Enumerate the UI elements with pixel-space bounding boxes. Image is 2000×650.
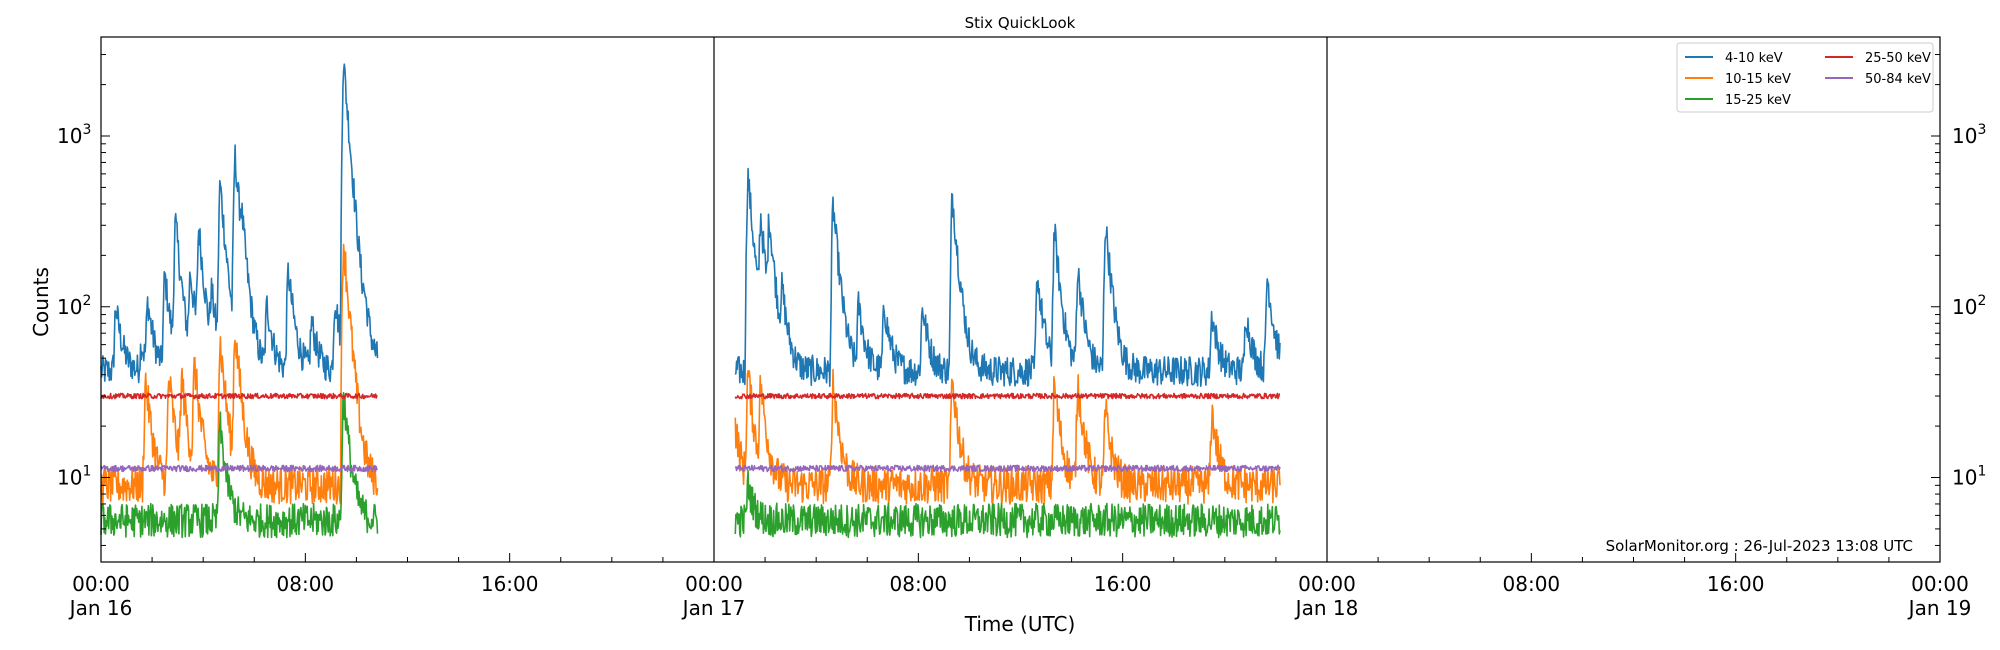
y-tick-label: 101 (1952, 464, 1986, 490)
x-tick-date-label: Jan 19 (1907, 596, 1972, 620)
series-line (100, 63, 379, 384)
x-tick-label: 00:00 (1911, 572, 1969, 596)
chart-title: Stix QuickLook (965, 14, 1076, 32)
x-tick-label: 00:00 (72, 572, 130, 596)
series-line (100, 392, 379, 539)
legend-label: 4-10 keV (1725, 51, 1783, 66)
x-tick-label: 08:00 (277, 572, 335, 596)
x-tick-date-label: Jan 18 (1294, 596, 1359, 620)
x-tick-label: 00:00 (685, 572, 743, 596)
y-tick-label: 102 (1952, 293, 1986, 319)
plot-series (100, 63, 1281, 539)
x-axis-label: Time (UTC) (964, 612, 1076, 636)
series-15-25-kev (100, 392, 1281, 539)
series-line (734, 368, 1281, 505)
footer-credit: SolarMonitor.org : 26-Jul-2023 13:08 UTC (1606, 537, 1913, 555)
plot-border (100, 36, 1941, 563)
x-tick-date-label: Jan 16 (68, 596, 133, 620)
legend-label: 15-25 keV (1725, 93, 1791, 108)
y-axis-left: 101 102 103 (57, 54, 110, 546)
legend-label: 50-84 keV (1865, 72, 1931, 87)
series-line (100, 464, 378, 473)
x-tick-label: 16:00 (1707, 572, 1765, 596)
legend-box (1676, 42, 1934, 113)
series-line (734, 167, 1281, 387)
legend: 4-10 keV 10-15 keV 15-25 keV 25-50 keV 50-84… (1676, 42, 1934, 113)
x-tick-label: 16:00 (481, 572, 539, 596)
x-tick-date-label: Jan 17 (681, 596, 746, 620)
x-tick-label: 00:00 (1298, 572, 1356, 596)
series-25-50-kev (100, 392, 1281, 400)
plot-frame (100, 36, 1941, 563)
y-tick-label: 103 (1952, 122, 1986, 148)
x-tick-label: 08:00 (890, 572, 948, 596)
x-tick-label: 08:00 (1503, 572, 1561, 596)
series-line (734, 392, 1281, 400)
legend-label: 25-50 keV (1865, 51, 1931, 66)
y-tick-label: 103 (57, 122, 91, 148)
series-line (100, 392, 378, 400)
y-axis-right: 101 102 103 (1931, 54, 1986, 546)
series-line (100, 243, 379, 505)
x-tick-label: 16:00 (1094, 572, 1152, 596)
y-tick-label: 101 (57, 464, 91, 490)
y-tick-label: 102 (57, 293, 91, 319)
series-4-10-kev (100, 63, 1281, 387)
legend-label: 10-15 keV (1725, 72, 1791, 87)
series-line (734, 470, 1281, 539)
series-line (734, 464, 1281, 473)
series-50-84-kev (100, 464, 1281, 473)
series-10-15-kev (100, 243, 1281, 505)
y-axis-label: Counts (29, 267, 53, 337)
